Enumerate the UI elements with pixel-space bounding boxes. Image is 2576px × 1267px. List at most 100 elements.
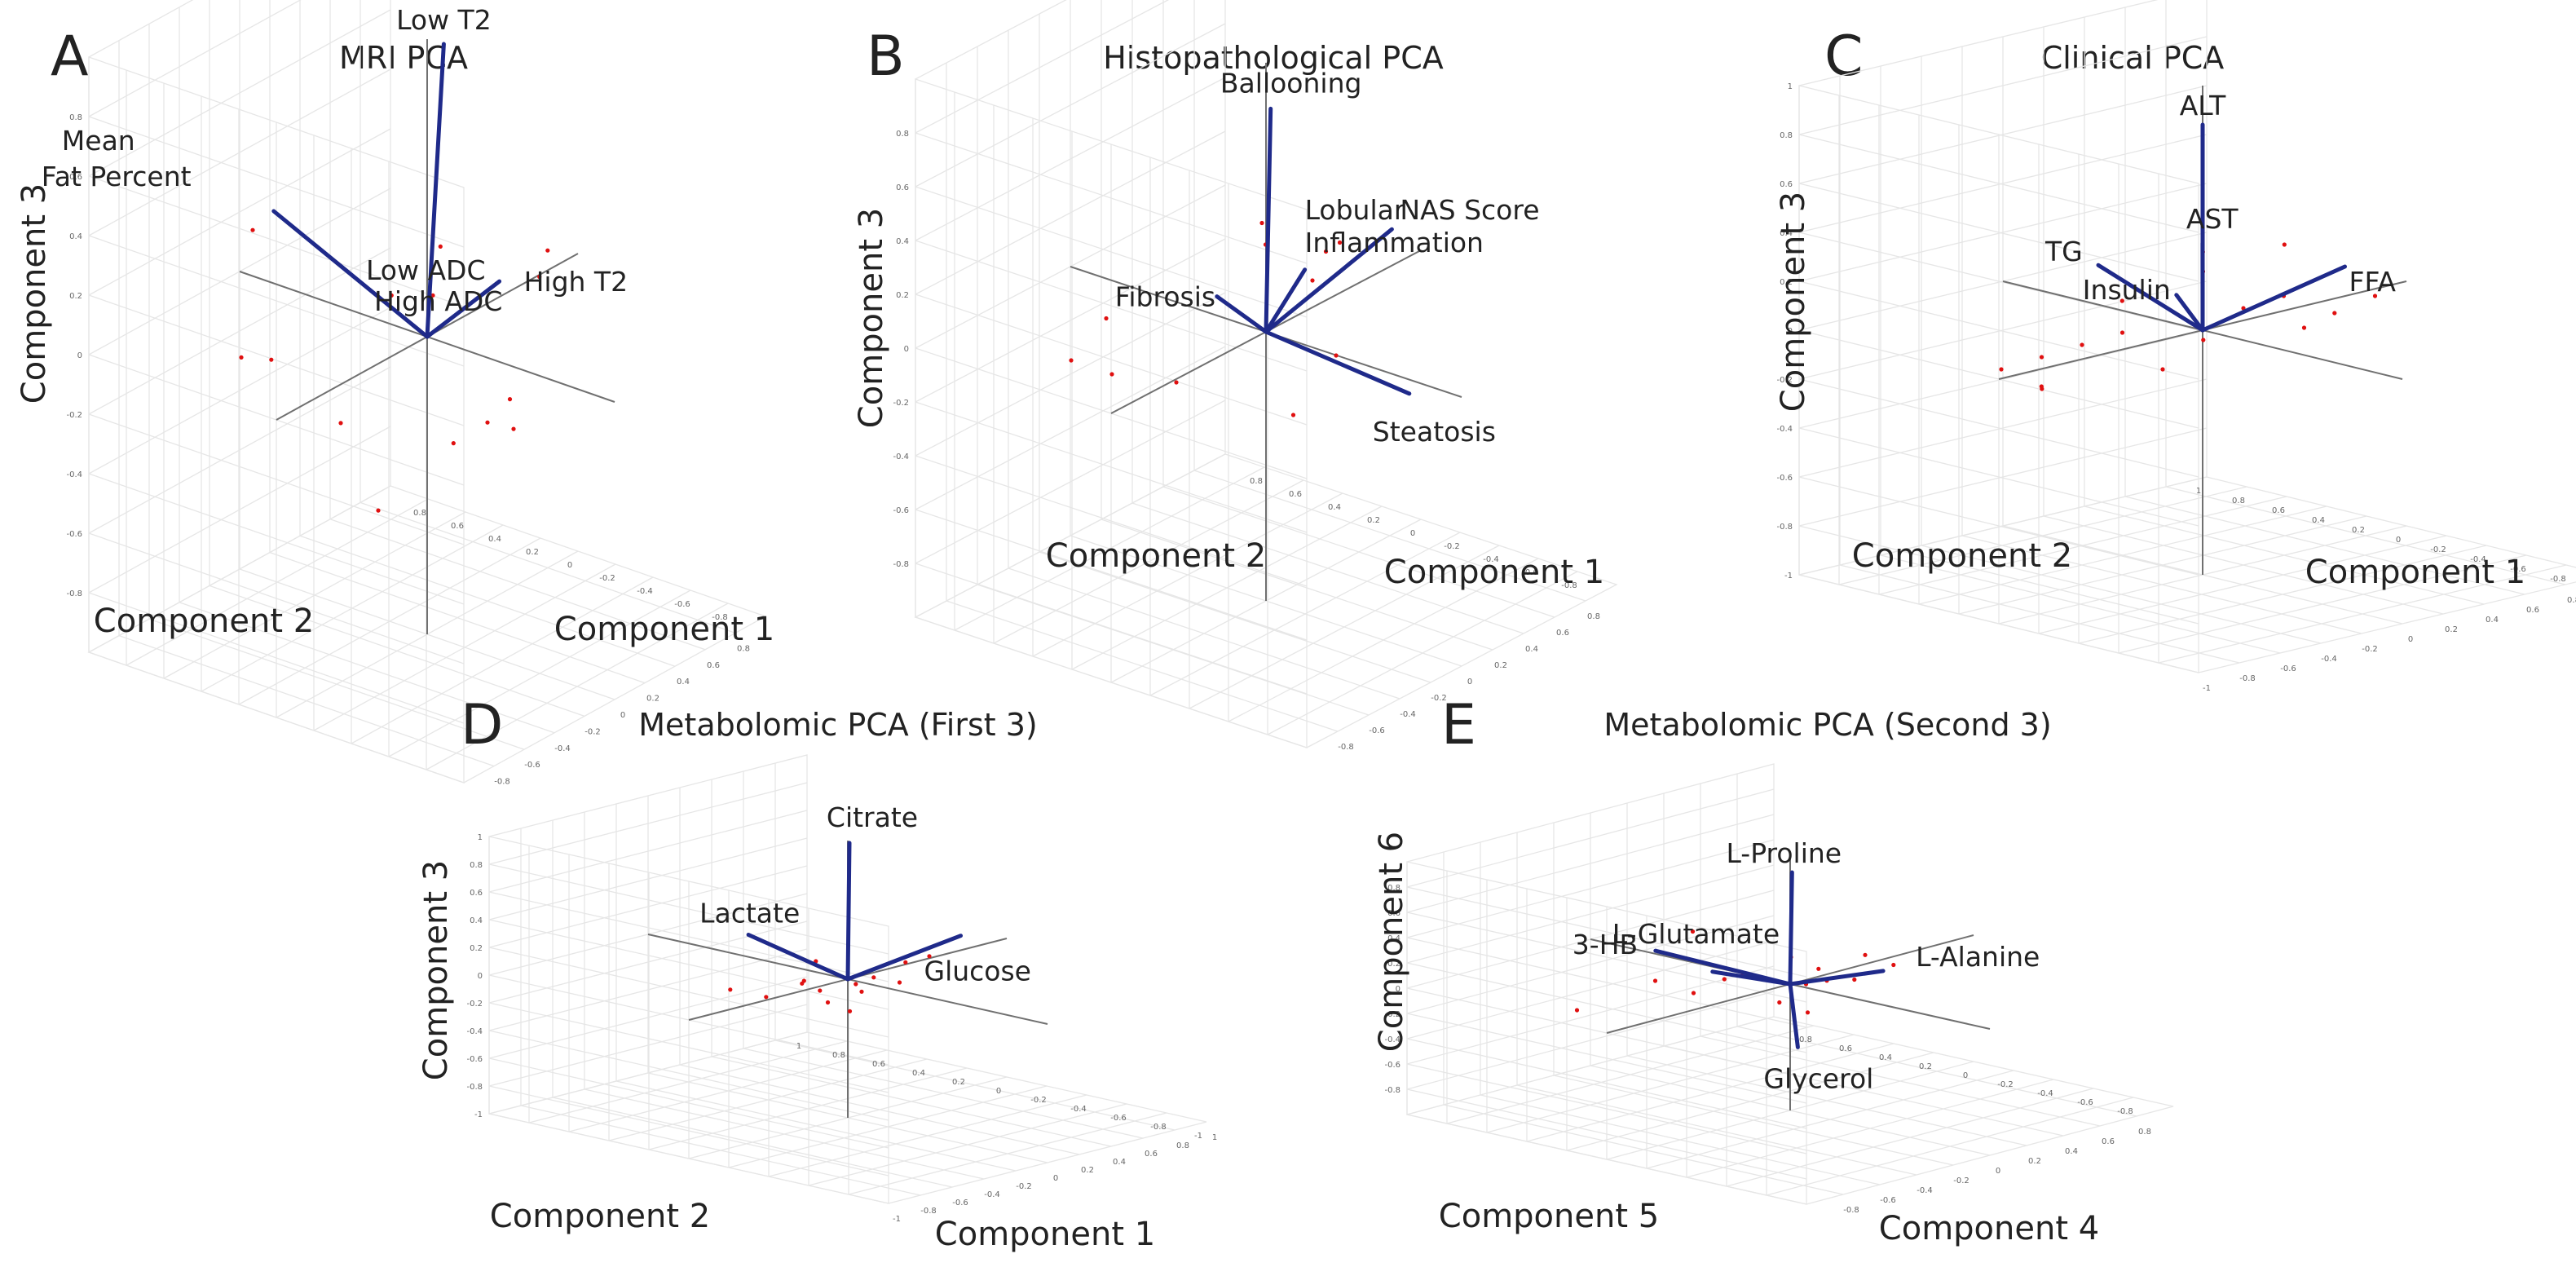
- panel-letter: A: [51, 24, 89, 89]
- y-tick-label: 0.6: [2272, 506, 2285, 515]
- y-tick-label: -0.4: [1070, 1105, 1087, 1114]
- z-tick-label: 0: [77, 351, 82, 360]
- scatter-point: [859, 990, 863, 994]
- x-tick-label: 0.6: [2526, 606, 2539, 615]
- scatter-point: [508, 397, 512, 401]
- x-tick-label: 0.6: [2102, 1137, 2115, 1146]
- scatter-point: [1999, 367, 2003, 371]
- x-tick-label: -0.6: [952, 1199, 968, 1207]
- vector-label-line: Fat Percent: [42, 161, 192, 192]
- scatter-point: [898, 980, 902, 984]
- y-axis-label: Component 2: [490, 1198, 710, 1235]
- x-tick-label: 0.2: [1494, 661, 1507, 670]
- scatter-point: [1777, 1000, 1781, 1004]
- scatter-point: [1806, 1010, 1810, 1014]
- z-axis-label: Component 3: [853, 208, 890, 428]
- y-tick-label: 0: [1963, 1071, 1968, 1080]
- x-tick-label: 0.2: [646, 695, 659, 704]
- vector-label-line: Lobular: [1305, 194, 1405, 226]
- scatter-point: [1069, 358, 1073, 362]
- vector-label: L-Alanine: [1916, 941, 2040, 973]
- x-tick-label: -0.4: [2321, 655, 2337, 664]
- y-tick-label: -0.2: [599, 574, 615, 583]
- z-tick-label: -0.2: [66, 411, 82, 420]
- z-axis-label: Component 3: [417, 860, 455, 1080]
- z-axis-label: Component 3: [15, 183, 53, 404]
- grid-line: [529, 1041, 847, 1123]
- scatter-point: [1334, 353, 1338, 357]
- tick-labels: -1-1-1-0.8-0.8-0.8-0.6-0.6-0.6-0.4-0.4-0…: [1776, 82, 2576, 693]
- grid-line: [1700, 1036, 2100, 1126]
- y-tick-label: 0.4: [2312, 516, 2325, 525]
- vector-label: High T2: [524, 266, 629, 298]
- x-tick-label: 0.8: [2138, 1128, 2151, 1137]
- z-tick-label: 1: [478, 833, 483, 842]
- grid-line: [1072, 506, 1382, 669]
- z-tick-label: 0.2: [470, 944, 483, 953]
- x-tick-label: -0.6: [1880, 1196, 1896, 1205]
- loading-vector: [1790, 984, 1797, 1047]
- x-tick-label: -0.6: [1369, 726, 1385, 735]
- panel-a: A MRI PCA -0.8-0.8-0.8-0.6-0.6-0.6-0.4-0…: [15, 0, 774, 787]
- z-tick-label: 0.4: [69, 232, 82, 241]
- scatter-point: [2160, 367, 2164, 371]
- z-tick-label: -0.4: [893, 452, 909, 461]
- x-axis-label: Component 1: [1384, 554, 1604, 591]
- z-tick-label: 0.6: [896, 183, 909, 192]
- scatter-point: [1310, 278, 1314, 282]
- x-tick-label: 0.8: [1587, 612, 1600, 621]
- panel-title: Metabolomic PCA (First 3): [638, 707, 1037, 743]
- z-axis-label: Component 3: [1775, 192, 1812, 412]
- scatter-point: [239, 355, 243, 360]
- y-tick-label: 0: [996, 1087, 1001, 1096]
- vector-label: FFA: [2349, 266, 2397, 298]
- x-tick-label: -0.4: [1917, 1186, 1933, 1195]
- y-tick-label: 0.4: [912, 1069, 925, 1078]
- y-tick-label: -0.6: [1110, 1114, 1127, 1123]
- x-tick-label: 0.2: [1081, 1166, 1094, 1175]
- z-tick-label: -0.6: [466, 1055, 483, 1064]
- x-tick-label: -0.2: [584, 727, 601, 736]
- loading-vectors: Low T2High T2Mean Fat PercentLow ADCHigh …: [42, 4, 628, 337]
- x-tick-label: 0: [1053, 1174, 1058, 1183]
- scatter-point: [1575, 1008, 1579, 1012]
- loading-vector: [848, 843, 849, 979]
- scatter-point: [1174, 380, 1178, 384]
- vector-label-line: Mean: [62, 125, 135, 157]
- x-tick-label: 1: [1212, 1133, 1217, 1142]
- vector-label: TG: [2044, 236, 2083, 267]
- vector-label: Lactate: [699, 898, 800, 929]
- scatter-point: [802, 978, 806, 982]
- y-tick-label: 0: [567, 561, 572, 570]
- y-axis-label: Component 5: [1439, 1198, 1659, 1235]
- x-tick-label: 0: [1467, 678, 1472, 686]
- z-tick-label: -0.6: [893, 506, 909, 515]
- x-tick-label: 0.4: [2486, 616, 2499, 625]
- y-tick-label: 0.6: [451, 522, 464, 531]
- panel-c: C Clinical PCA -1-1-1-0.8-0.8-0.8-0.6-0.…: [1775, 0, 2576, 693]
- loading-vector: [1266, 332, 1409, 394]
- vector-label: Low T2: [396, 4, 492, 36]
- z-tick-label: -0.8: [466, 1083, 483, 1092]
- panel-title: Clinical PCA: [2041, 40, 2225, 76]
- x-tick-label: 0.4: [2065, 1147, 2078, 1156]
- tick-labels: -0.8 -0.8 -0.8 -0.6 -0.6 -0.6 -0.4 -0.4 -0.4 -0.2…: [66, 113, 749, 787]
- panel-letter: D: [461, 693, 503, 757]
- x-tick-label: -0.6: [524, 761, 540, 770]
- scatter-point: [511, 427, 515, 431]
- y-tick-label: 0.8: [832, 1051, 845, 1060]
- grid-line: [712, 1057, 1111, 1146]
- x-tick-label: -0.4: [554, 744, 571, 753]
- y-tick-label: 0.4: [1328, 503, 1341, 512]
- x-tick-label: -0.8: [2239, 674, 2256, 683]
- scatter-point: [1259, 221, 1264, 225]
- scatter-point: [485, 421, 489, 425]
- vector-label: Citrate: [827, 801, 918, 833]
- z-tick-label: 0.2: [896, 291, 909, 300]
- scatter-point: [2302, 325, 2306, 329]
- vector-label: 3-HB: [1573, 929, 1638, 960]
- y-axis-label: Component 2: [1852, 537, 2072, 575]
- scatter-point: [1104, 316, 1108, 320]
- y-tick-label: -0.4: [2037, 1089, 2053, 1098]
- y-tick-label: -0.8: [2117, 1107, 2133, 1116]
